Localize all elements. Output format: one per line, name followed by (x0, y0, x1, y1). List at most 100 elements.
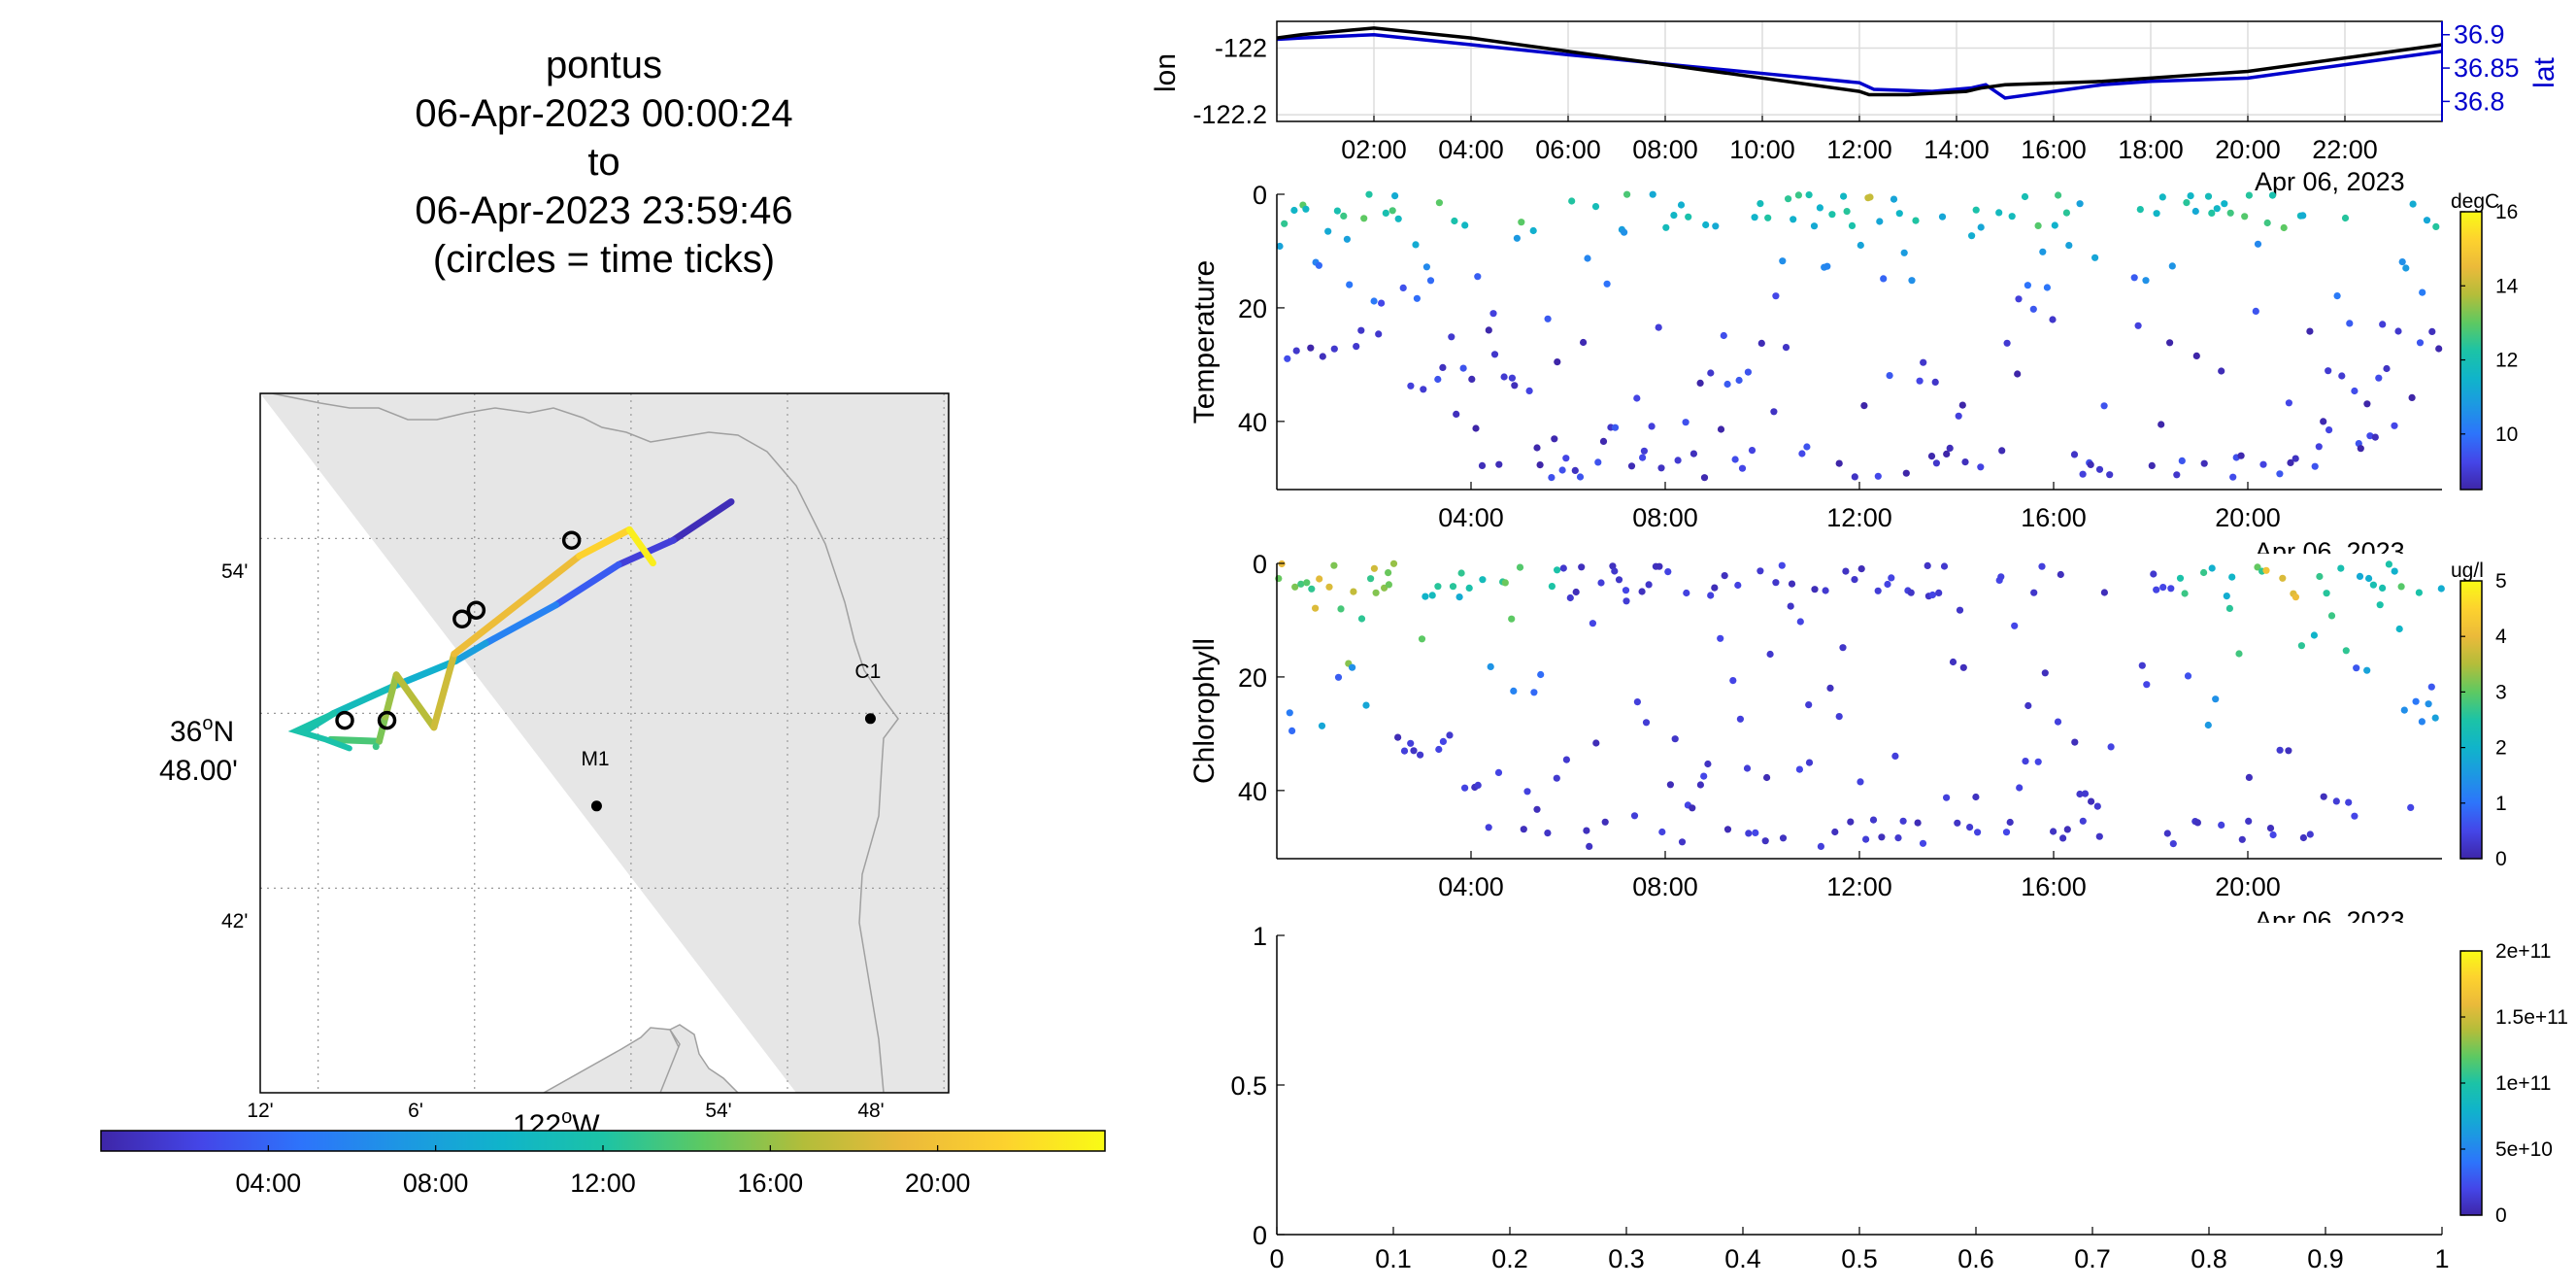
temperature-point-125 (1823, 262, 1831, 270)
temperature-point-104 (1735, 376, 1743, 385)
chlorophyll-point-213 (2262, 566, 2270, 574)
chlorophyll-point-205 (2225, 604, 2233, 613)
temperature-point-236 (2346, 320, 2354, 327)
chlorophyll-point-225 (2316, 572, 2324, 581)
temperature-point-248 (2398, 258, 2406, 266)
temperature-point-158 (1972, 206, 1980, 214)
chlorophyll-point-166 (2022, 758, 2029, 765)
track-segment-11 (375, 713, 389, 745)
chlorophyll-point-36 (1435, 745, 1443, 754)
chlorophyll-point-153 (1949, 658, 1957, 666)
temperature-point-178 (2070, 451, 2079, 458)
chlorophyll-point-196 (2184, 672, 2192, 680)
temperature-point-21 (1370, 297, 1378, 305)
temperature-point-80 (1627, 462, 1636, 470)
track-segment-0 (669, 498, 735, 544)
chlorophyll-point-56 (1523, 788, 1531, 796)
chlorophyll-point-40 (1455, 593, 1463, 601)
temperature-point-241 (2366, 432, 2374, 440)
chlorophyll-point-180 (2081, 790, 2090, 797)
chlorophyll-point-206 (2228, 573, 2236, 581)
temperature-point-10 (1319, 353, 1326, 360)
temperature-point-56 (1525, 387, 1533, 394)
temperature-point-206 (2213, 205, 2221, 213)
chlorophyll-point-78 (1622, 587, 1630, 594)
chlorophyll-tick-label-x-2: 12:00 (1826, 872, 1892, 901)
chlorophyll-point-149 (1928, 591, 1936, 599)
station-marker-M1 (590, 800, 602, 812)
chlorophyll-point-124 (1822, 587, 1829, 594)
chlorophyll-point-200 (2204, 721, 2212, 729)
temperature-point-151 (1938, 213, 1947, 220)
temperature-point-59 (1536, 461, 1544, 469)
temperature-point-177 (2065, 242, 2073, 250)
temperature-point-79 (1623, 190, 1631, 198)
lonlat-date-label: Apr 06, 2023 (2255, 167, 2405, 196)
lonlat-tick-label-x-3: 08:00 (1632, 135, 1698, 164)
chlorophyll-point-31 (1417, 751, 1424, 759)
chlorophyll-point-211 (2254, 563, 2261, 571)
chlorophyll-point-8 (1312, 604, 1320, 612)
chlorophyll-point-18 (1357, 615, 1366, 623)
chlorophyll-point-199 (2200, 568, 2208, 577)
chlorophyll-point-178 (2076, 790, 2084, 798)
chlorophyll-point-216 (2276, 746, 2284, 754)
temperature-point-246 (2391, 422, 2398, 429)
temperature-point-29 (1407, 382, 1415, 390)
time-tick-circles (335, 530, 582, 730)
temperature-point-148 (1927, 453, 1936, 460)
temperature-point-68 (1576, 473, 1585, 481)
title-line-4: 06-Apr-2023 23:59:46 (415, 189, 792, 232)
temperature-point-187 (2130, 274, 2138, 282)
chlorophyll-point-33 (1422, 593, 1429, 600)
temperature-point-103 (1731, 456, 1739, 463)
chlorophyll-point-10 (1318, 722, 1326, 729)
temperature-point-18 (1357, 326, 1365, 334)
chlorophyll-point-133 (1857, 565, 1865, 573)
temperature-point-37 (1439, 363, 1447, 371)
lonlat-panel: 02:00 04:00 06:00 08:00 10:00 12:00 14:00 16:00… (1150, 20, 2560, 196)
temperature-point-22 (1375, 330, 1383, 338)
chlorophyll-point-184 (2100, 589, 2108, 596)
chlorophyll-point-64 (1559, 564, 1567, 572)
temperature-point-1 (1281, 220, 1288, 227)
chlorophyll-point-154 (1954, 819, 1961, 827)
empty-tick-label-x-10: 1 (2434, 1244, 2449, 1273)
temperature-point-224 (2292, 455, 2299, 462)
chlorophyll-point-43 (1465, 584, 1473, 593)
chlorophyll-point-183 (2095, 832, 2103, 840)
temperature-point-131 (1851, 473, 1858, 481)
temperature-point-65 (1562, 455, 1570, 462)
chlorophyll-point-76 (1611, 567, 1619, 575)
lonlat-tick-label-y-1: -122.2 (1192, 100, 1267, 129)
temperature-tick-label-y-1: 20 (1238, 294, 1267, 323)
temperature-point-95 (1696, 379, 1704, 387)
temperature-point-180 (2079, 470, 2087, 478)
temperature-point-26 (1391, 192, 1399, 200)
lat-tick-54: 54' (221, 560, 248, 583)
chlorophyll-point-7 (1308, 585, 1316, 593)
temperature-point-84 (1648, 423, 1656, 430)
temperature-point-253 (2419, 288, 2426, 296)
chlorophyll-point-98 (1707, 592, 1715, 599)
temperature-point-14 (1340, 212, 1348, 220)
temperature-point-198 (2178, 457, 2186, 464)
temperature-point-146 (1916, 377, 1924, 385)
chlorophyll-point-204 (2223, 593, 2230, 600)
chlorophyll-point-48 (1487, 662, 1494, 671)
chlorophyll-tick-label-y-2: 40 (1238, 777, 1267, 806)
chlorophyll-point-217 (2279, 574, 2287, 582)
temperature-point-144 (1908, 277, 1916, 285)
temperature-point-114 (1779, 257, 1787, 265)
title-line-5: (circles = time ticks) (433, 238, 775, 281)
temperature-point-123 (1816, 204, 1823, 212)
temperature-point-162 (1998, 447, 2006, 455)
temperature-point-115 (1782, 344, 1790, 352)
title-line-3: to (587, 141, 619, 184)
temperature-point-235 (2341, 214, 2350, 222)
temperature-tick-label-y-0: 0 (1253, 181, 1267, 210)
chlorophyll-colorbar-unit: ug/l (2451, 559, 2484, 582)
temperature-point-164 (2008, 213, 2016, 220)
chlorophyll-point-250 (2425, 700, 2432, 708)
temperature-point-196 (2168, 262, 2176, 270)
